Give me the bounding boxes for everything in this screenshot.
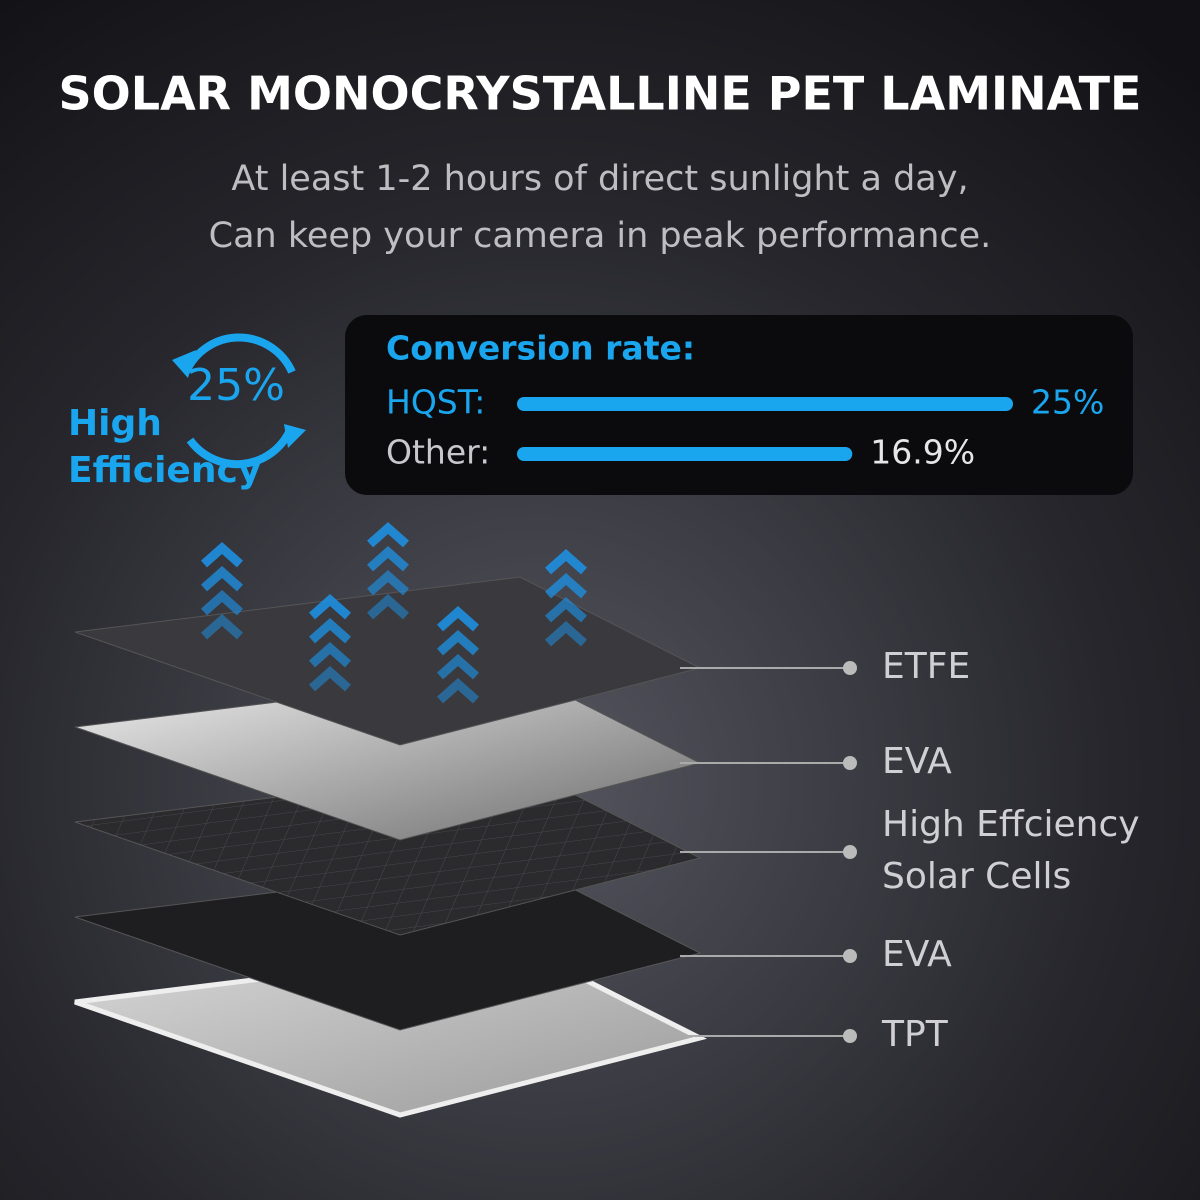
subtitle: At least 1-2 hours of direct sunlight a … xyxy=(231,159,968,199)
badge: 25% High Efficiency xyxy=(68,333,306,491)
chevron xyxy=(545,572,587,599)
bar-label: 16.9% xyxy=(870,433,975,472)
bar xyxy=(517,447,853,461)
chevron xyxy=(367,545,409,572)
bar xyxy=(517,397,1013,411)
chevron xyxy=(309,665,351,692)
chevron xyxy=(201,541,243,568)
leader-dot xyxy=(843,756,857,770)
row-name: Other: xyxy=(386,433,490,472)
arrow-head xyxy=(172,350,196,378)
badge-text: Efficiency xyxy=(68,450,261,491)
layer-label: EVA xyxy=(882,934,952,975)
layer-label: EVA xyxy=(882,741,952,782)
leader-dot xyxy=(843,949,857,963)
arrow-head xyxy=(284,424,306,448)
chevron xyxy=(437,605,479,632)
chevron xyxy=(367,521,409,548)
chevron xyxy=(545,548,587,575)
leader-dot xyxy=(843,1029,857,1043)
layer-label: ETFE xyxy=(882,646,970,687)
bar-label: 25% xyxy=(1031,383,1104,422)
chevron xyxy=(545,596,587,623)
chevron xyxy=(367,569,409,596)
layer-label: Solar Cells xyxy=(882,856,1071,897)
arrow xyxy=(186,428,294,469)
chevron xyxy=(309,617,351,644)
arrow xyxy=(182,333,296,374)
chevron xyxy=(201,565,243,592)
badge-text: High xyxy=(68,403,162,444)
title: SOLAR MONOCRYSTALLINE PET LAMINATE xyxy=(59,67,1142,121)
layer-label: TPT xyxy=(881,1014,949,1055)
chevron xyxy=(309,641,351,668)
leader-dot xyxy=(843,661,857,675)
layer-stack: ETFE EVA High Effciency Solar Cells EVA TPT xyxy=(74,521,1140,1118)
chevron xyxy=(201,589,243,616)
chevron xyxy=(201,613,243,640)
layer-label: High Effciency xyxy=(882,804,1140,845)
subtitle: Can keep your camera in peak performance… xyxy=(209,216,992,256)
panel-title: Conversion rate: xyxy=(386,329,695,368)
chevron xyxy=(437,653,479,680)
leader-dot xyxy=(843,845,857,859)
chevron xyxy=(545,620,587,647)
chevron xyxy=(437,677,479,704)
row-name: HQST: xyxy=(386,383,485,422)
rows: HQST: 25% Other: 16.9% xyxy=(386,383,1104,472)
chevron xyxy=(367,593,409,620)
chevron xyxy=(437,629,479,656)
chevron xyxy=(309,593,351,620)
badge-value: 25% xyxy=(187,360,285,411)
